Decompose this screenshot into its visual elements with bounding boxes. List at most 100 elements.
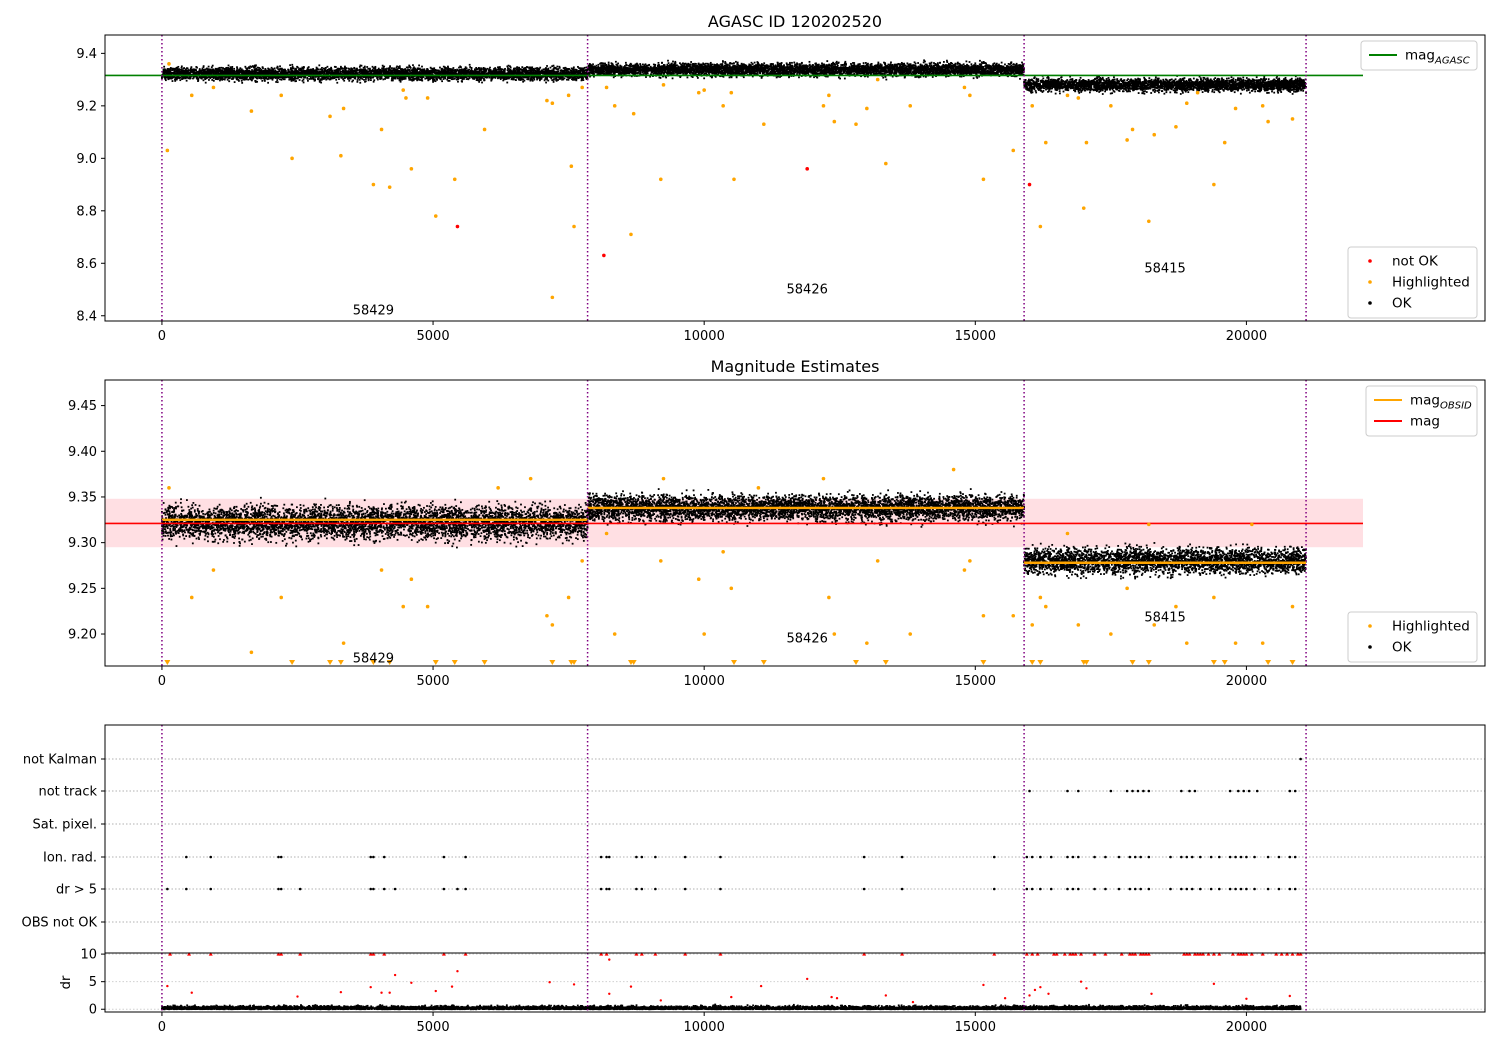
ok-point <box>287 71 290 74</box>
ok-point <box>331 70 334 72</box>
ok-point <box>579 71 582 73</box>
ok-point <box>174 78 176 81</box>
ok-point <box>195 66 198 68</box>
ok-point <box>217 69 220 72</box>
ok-point <box>469 66 472 68</box>
ok-point <box>479 77 482 80</box>
ok-point <box>209 68 212 71</box>
ok-point <box>240 69 243 72</box>
ok-point <box>490 77 493 80</box>
ok-point <box>473 68 476 71</box>
ok-point <box>398 67 401 69</box>
ok-point <box>543 79 546 82</box>
ok-point <box>368 76 370 78</box>
ok-point <box>480 67 482 70</box>
ok-point <box>296 71 298 74</box>
ok-point <box>418 64 420 67</box>
ok-point <box>279 71 282 74</box>
ok-point <box>457 76 460 79</box>
ok-point <box>308 78 311 80</box>
ok-point <box>342 78 345 81</box>
ok-point <box>225 69 228 71</box>
ok-point <box>340 76 343 79</box>
ok-point <box>486 67 489 70</box>
ok-point <box>237 79 240 81</box>
ok-point <box>475 71 477 74</box>
ok-point <box>168 69 171 72</box>
ok-point <box>575 69 578 72</box>
ok-point <box>411 79 414 82</box>
ok-point <box>204 70 207 73</box>
ok-point <box>536 77 539 80</box>
ok-point <box>401 76 404 79</box>
ok-point <box>226 75 229 78</box>
ok-point <box>547 79 550 82</box>
ok-point <box>376 71 378 74</box>
ok-point <box>259 76 262 79</box>
ok-point <box>340 65 342 68</box>
ok-point <box>580 72 583 75</box>
ok-point <box>360 64 363 67</box>
ok-point <box>402 71 405 74</box>
ok-point <box>516 73 519 75</box>
ok-point <box>208 79 210 81</box>
ok-point <box>274 77 277 79</box>
ok-point <box>522 67 525 70</box>
ok-point <box>503 71 506 74</box>
ok-point <box>305 72 307 75</box>
ok-point <box>212 71 215 74</box>
ok-point <box>514 76 516 78</box>
ok-point <box>169 67 172 69</box>
ok-point <box>577 77 580 80</box>
ok-point <box>393 71 396 73</box>
ok-point <box>526 66 529 69</box>
ok-point <box>454 73 457 76</box>
ok-point <box>332 71 334 74</box>
ok-point <box>526 71 529 74</box>
ok-point <box>270 72 272 74</box>
ok-point <box>260 77 262 80</box>
ok-point <box>432 79 434 81</box>
ok-point <box>500 68 503 71</box>
ok-point <box>586 70 588 72</box>
ok-point <box>481 76 484 79</box>
ok-point <box>240 77 243 80</box>
ok-point <box>177 70 180 73</box>
ok-point <box>458 70 461 73</box>
ok-point <box>346 71 349 73</box>
ok-point <box>362 66 365 69</box>
ok-point <box>175 70 178 73</box>
ok-point <box>372 67 375 69</box>
ok-point <box>485 76 488 79</box>
ok-point <box>376 69 379 71</box>
ok-point <box>451 70 453 73</box>
ok-point <box>258 72 260 75</box>
ok-point <box>572 72 575 75</box>
ok-point <box>502 76 505 79</box>
ok-point <box>552 79 555 81</box>
ok-point <box>184 68 187 71</box>
ok-point <box>254 79 257 82</box>
ok-point <box>222 70 225 73</box>
ok-point <box>382 66 385 69</box>
ok-point <box>248 69 250 72</box>
ok-point <box>409 66 411 68</box>
ok-point <box>186 71 189 74</box>
ok-point <box>284 68 286 71</box>
ok-point <box>440 69 443 72</box>
ok-point <box>226 71 229 73</box>
ok-point <box>398 76 401 79</box>
ok-point <box>504 72 507 75</box>
ok-point <box>254 71 257 74</box>
ok-point <box>191 73 194 76</box>
ok-point <box>496 71 499 74</box>
ok-point <box>412 69 415 72</box>
ok-point <box>174 67 177 70</box>
ok-point <box>444 77 447 80</box>
ok-point <box>497 75 500 78</box>
ok-point <box>427 79 430 82</box>
ok-point <box>242 70 245 73</box>
ok-point <box>184 76 187 79</box>
ok-point <box>321 69 324 72</box>
ok-point <box>476 78 479 81</box>
